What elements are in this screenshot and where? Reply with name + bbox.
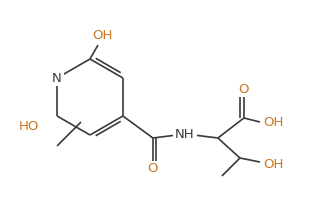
Text: NH: NH bbox=[175, 128, 195, 141]
Text: N: N bbox=[52, 72, 62, 85]
Text: O: O bbox=[239, 83, 249, 96]
Text: OH: OH bbox=[264, 157, 284, 170]
Text: HO: HO bbox=[19, 120, 39, 133]
Text: OH: OH bbox=[92, 29, 112, 42]
Text: O: O bbox=[148, 163, 158, 176]
Text: OH: OH bbox=[264, 115, 284, 128]
